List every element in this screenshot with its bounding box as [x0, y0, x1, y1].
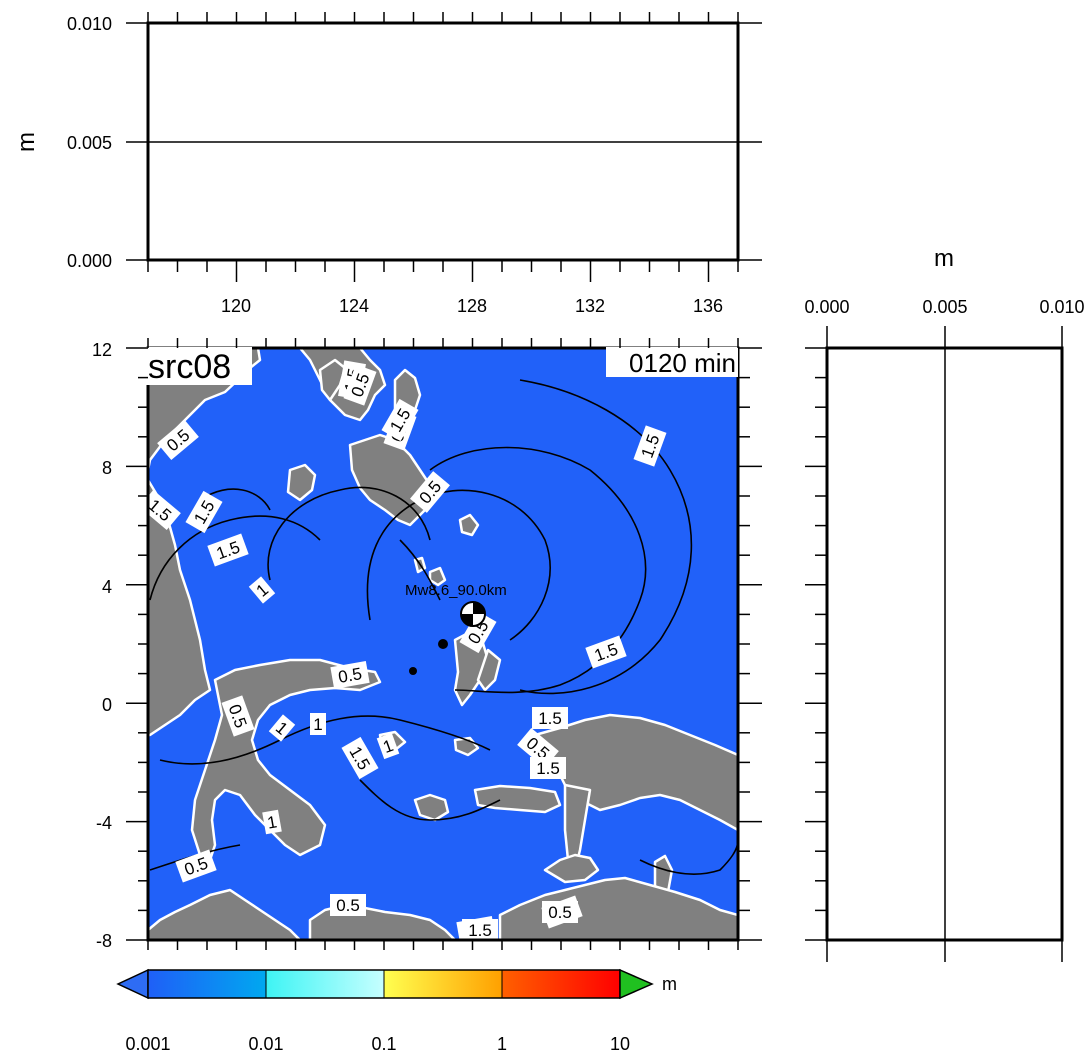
svg-text:0.5: 0.5 [337, 664, 364, 687]
top-x-tick-4: 136 [693, 296, 723, 316]
svg-text:1.5: 1.5 [468, 921, 492, 940]
contour-label: 0.5 [330, 661, 370, 689]
colorbar-unit: m [662, 974, 677, 994]
land-south-west [148, 888, 302, 940]
map-y-tick-0: 12 [92, 340, 112, 360]
top-y-tick-2: 0.000 [67, 251, 112, 271]
svg-text:1.5: 1.5 [536, 759, 560, 778]
contour-labels: 0.5 1.510.51.5 1.51.510.50.51.50.511.51.5 1… [148, 360, 667, 940]
colorbar-over-triangle [619, 968, 654, 1000]
top-x-ticks [147, 12, 739, 282]
colorbar-under-triangle [116, 968, 149, 1000]
land-western-strip [148, 478, 212, 737]
map-y-tick-5: -8 [96, 931, 112, 951]
right-x-tick-2: 0.010 [1039, 297, 1084, 317]
map-y-tick-3: 0 [102, 695, 112, 715]
contour-label: 1.5 [530, 757, 566, 779]
top-x-tick-3: 132 [575, 296, 605, 316]
contour-label: 0.5 [542, 901, 578, 923]
source-label: src08 [148, 348, 231, 386]
map-y-tick-1: 8 [102, 458, 112, 478]
contour-label: 1.5 [633, 425, 667, 467]
svg-text:1.5: 1.5 [538, 709, 562, 728]
source-label-box [146, 347, 252, 385]
land-island-g [428, 566, 447, 587]
map-y-tick-2: 4 [102, 577, 112, 597]
land-philippines-center [286, 463, 317, 502]
contour-label: 1 [310, 713, 326, 735]
top-y-tick-1: 0.005 [67, 133, 112, 153]
contour-label: 1.5 [381, 398, 419, 442]
svg-text:0.5: 0.5 [548, 903, 572, 922]
contour-lines [149, 379, 738, 875]
map-x-ticks [147, 338, 739, 950]
time-label-box [606, 347, 738, 377]
event-label: Mw8.6_90.0km [405, 582, 507, 599]
svg-text:0.5: 0.5 [336, 896, 360, 915]
contour-label: 0.5 [330, 894, 366, 916]
right-y-ticks [805, 347, 827, 941]
svg-text:1: 1 [266, 812, 279, 832]
top-x-tick-0: 120 [221, 296, 251, 316]
colorbar-tick-4: 10 [610, 1034, 630, 1054]
map-y-ticks [126, 347, 762, 941]
contour-label: 1 [268, 714, 296, 742]
colorbar-tick-1: 0.01 [248, 1034, 283, 1054]
top-y-tick-0: 0.010 [67, 14, 112, 34]
map-y-tick-4: -4 [96, 813, 112, 833]
land-island-a [413, 793, 450, 822]
colorbar-tick-0: 0.001 [125, 1034, 170, 1054]
contour-label: 1 [262, 809, 282, 835]
contour-label: 1.5 [462, 919, 498, 940]
top-timeseries-panel: 0.010 0.005 0.000 m 120 124 128 132 136 [13, 12, 762, 316]
focal-mechanism-icon [460, 601, 486, 627]
top-x-tick-1: 124 [339, 296, 369, 316]
right-x-tick-1: 0.005 [922, 297, 967, 317]
contour-label: 1 [376, 732, 400, 760]
right-x-unit: m [934, 245, 954, 272]
map-panel: 0.5 1.510.51.5 1.51.510.50.51.50.511.51.5 1… [92, 338, 762, 951]
land-halmahera-east [476, 648, 502, 692]
right-x-tick-0: 0.000 [804, 297, 849, 317]
top-x-tick-2: 128 [457, 296, 487, 316]
svg-text:1: 1 [313, 715, 322, 734]
station-marker [409, 667, 417, 675]
colorbar-tick-2: 0.1 [371, 1034, 396, 1054]
time-label: 0120 min [629, 348, 736, 378]
right-timeseries-panel: m 0.000 0.005 0.010 [804, 245, 1085, 962]
contour-label: 1 [248, 576, 276, 604]
colorbar-tick-3: 1 [497, 1034, 507, 1054]
station-marker [438, 639, 448, 649]
top-y-unit: m [13, 132, 40, 152]
land-timor [543, 853, 600, 884]
land-island-f [458, 513, 480, 537]
colorbar: m 0.001 0.01 0.1 1 10 [116, 968, 677, 1054]
contour-label: 1.5 [532, 707, 568, 729]
